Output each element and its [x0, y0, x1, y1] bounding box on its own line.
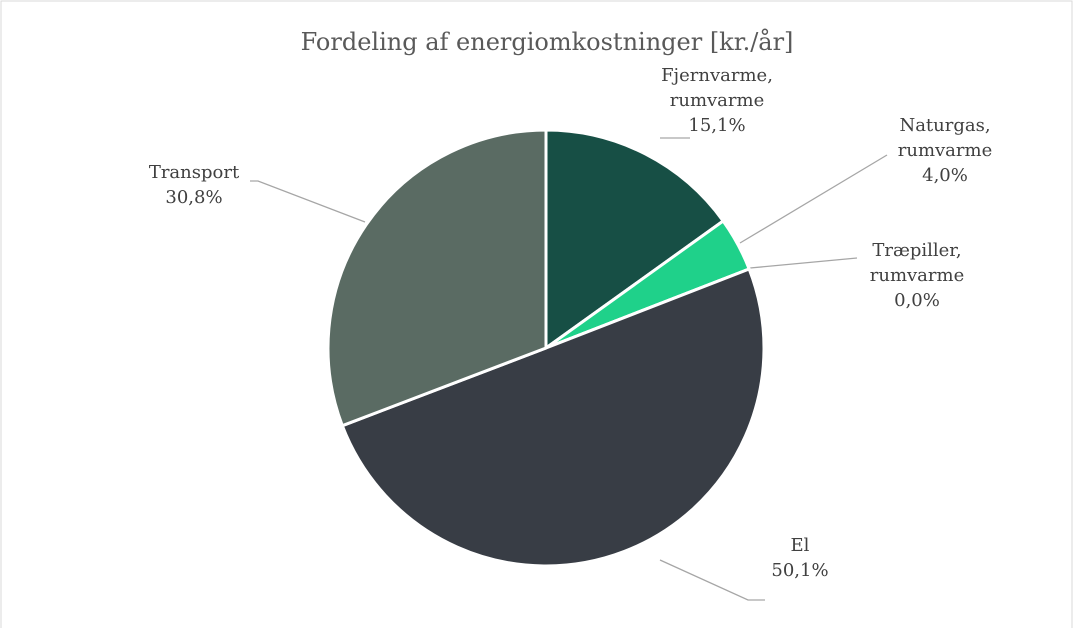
leader-line — [250, 180, 366, 223]
leader-lines — [250, 137, 888, 601]
leader-line — [749, 257, 858, 269]
slice-value-label: 4,0% — [922, 165, 968, 186]
slice-value-label: 30,8% — [165, 187, 223, 208]
slice-label: El — [790, 535, 810, 556]
slice-value-label: 0,0% — [894, 290, 940, 311]
pie-slice — [340, 267, 766, 568]
slice-label: Fjernvarme, rumvarme — [661, 65, 773, 111]
slice-value-label: 15,1% — [688, 115, 746, 136]
pie-slice — [326, 128, 548, 428]
leader-line — [739, 154, 888, 244]
slice-label: Transport — [148, 162, 240, 183]
slice-label: Træpiller, rumvarme — [869, 240, 965, 286]
chart-title: Fordeling af energiomkostninger [kr./år] — [300, 28, 794, 56]
leader-line — [659, 559, 765, 601]
slice-label: Naturgas, rumvarme — [897, 115, 993, 161]
slice-value-label: 50,1% — [771, 560, 829, 581]
pie-slice — [544, 128, 725, 350]
